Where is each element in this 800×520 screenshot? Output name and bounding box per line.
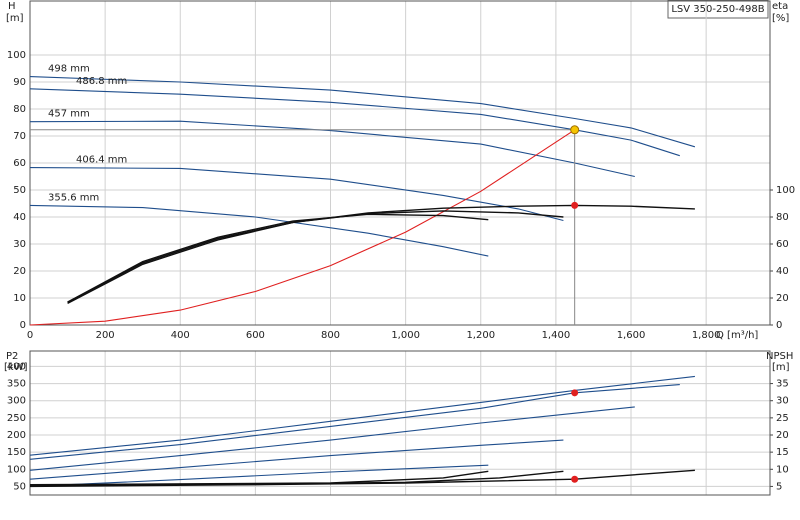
x-tick-label: 800 <box>321 330 340 341</box>
y-tick-label: 80 <box>13 104 26 115</box>
x-tick-label: 1,800 <box>692 330 721 341</box>
x-tick-label: 200 <box>96 330 115 341</box>
curve <box>29 120 635 178</box>
curve <box>29 88 680 157</box>
y2-tick-label: 60 <box>776 239 789 250</box>
y-tick-label: 40 <box>13 212 26 223</box>
curve <box>29 129 576 326</box>
y2-tick-label: 25 <box>776 413 789 424</box>
y-tick-label: 400 <box>7 361 26 372</box>
y-tick-label: 50 <box>13 185 26 196</box>
y-tick-label: 350 <box>7 379 26 390</box>
chart-title: LSV 350-250-498B <box>671 4 764 15</box>
x-tick-label: 400 <box>171 330 190 341</box>
y-axis-unit: [kW] <box>4 362 28 373</box>
y-tick-label: 90 <box>13 77 26 88</box>
curve <box>29 167 564 222</box>
y2-tick-label: 5 <box>776 481 782 492</box>
curve-label: 406.4 mm <box>76 155 127 166</box>
curve <box>29 406 635 471</box>
y-axis-label: P2 <box>6 351 18 362</box>
curve <box>29 375 695 456</box>
title-box <box>667 0 769 19</box>
y2-tick-label: 15 <box>776 447 789 458</box>
curve <box>67 213 489 303</box>
curve <box>29 439 564 480</box>
x-tick-label: 1,000 <box>391 330 420 341</box>
y2-axis-label: eta <box>772 1 788 12</box>
curve <box>29 470 564 487</box>
y2-tick-label: 80 <box>776 212 789 223</box>
y-tick-label: 300 <box>7 396 26 407</box>
x-axis-label: Q [m³/h] <box>716 330 758 341</box>
y-tick-label: 200 <box>7 430 26 441</box>
y2-axis-unit: [%] <box>772 13 789 24</box>
y2-tick-label: 100 <box>776 185 795 196</box>
y-axis-label: H <box>8 1 16 12</box>
y2-tick-label: 10 <box>776 464 789 475</box>
y-tick-label: 70 <box>13 131 26 142</box>
curve <box>29 204 489 257</box>
curve-label: 498 mm <box>48 64 90 75</box>
y-tick-label: 50 <box>13 481 26 492</box>
x-tick-label: 0 <box>27 330 33 341</box>
operating-point-eta <box>571 201 579 209</box>
operating-point-p2 <box>571 389 579 397</box>
y-tick-label: 60 <box>13 158 26 169</box>
plot-frame <box>29 0 771 326</box>
x-tick-label: 1,600 <box>617 330 646 341</box>
y-tick-label: 0 <box>20 320 26 331</box>
y-tick-label: 250 <box>7 413 26 424</box>
curve-label: 355.6 mm <box>48 192 99 203</box>
curve <box>29 384 680 460</box>
y2-tick-label: 30 <box>776 396 789 407</box>
curve <box>29 464 489 487</box>
y2-tick-label: 20 <box>776 430 789 441</box>
y2-axis-unit: [m] <box>772 362 790 373</box>
curve <box>67 204 695 305</box>
y-tick-label: 30 <box>13 239 26 250</box>
y-tick-label: 100 <box>7 50 26 61</box>
plot-frame <box>29 350 771 496</box>
x-tick-label: 600 <box>246 330 265 341</box>
x-tick-label: 1,400 <box>542 330 571 341</box>
y2-axis-label: NPSH <box>766 351 793 362</box>
curve <box>29 470 489 486</box>
y2-tick-label: 20 <box>776 293 789 304</box>
y-tick-label: 20 <box>13 266 26 277</box>
curve <box>29 76 696 148</box>
curve-label: 486.8 mm <box>76 76 127 87</box>
y2-tick-label: 40 <box>776 266 789 277</box>
y-tick-label: 100 <box>7 464 26 475</box>
curve-label: 457 mm <box>48 109 90 120</box>
y-axis-unit: [m] <box>6 13 24 24</box>
operating-point-h <box>570 125 580 135</box>
y-tick-label: 150 <box>7 447 26 458</box>
y-tick-label: 10 <box>13 293 26 304</box>
y2-tick-label: 35 <box>776 379 789 390</box>
x-tick-label: 1,200 <box>466 330 495 341</box>
y2-tick-label: 0 <box>776 320 782 331</box>
operating-point-npsh <box>571 475 579 483</box>
